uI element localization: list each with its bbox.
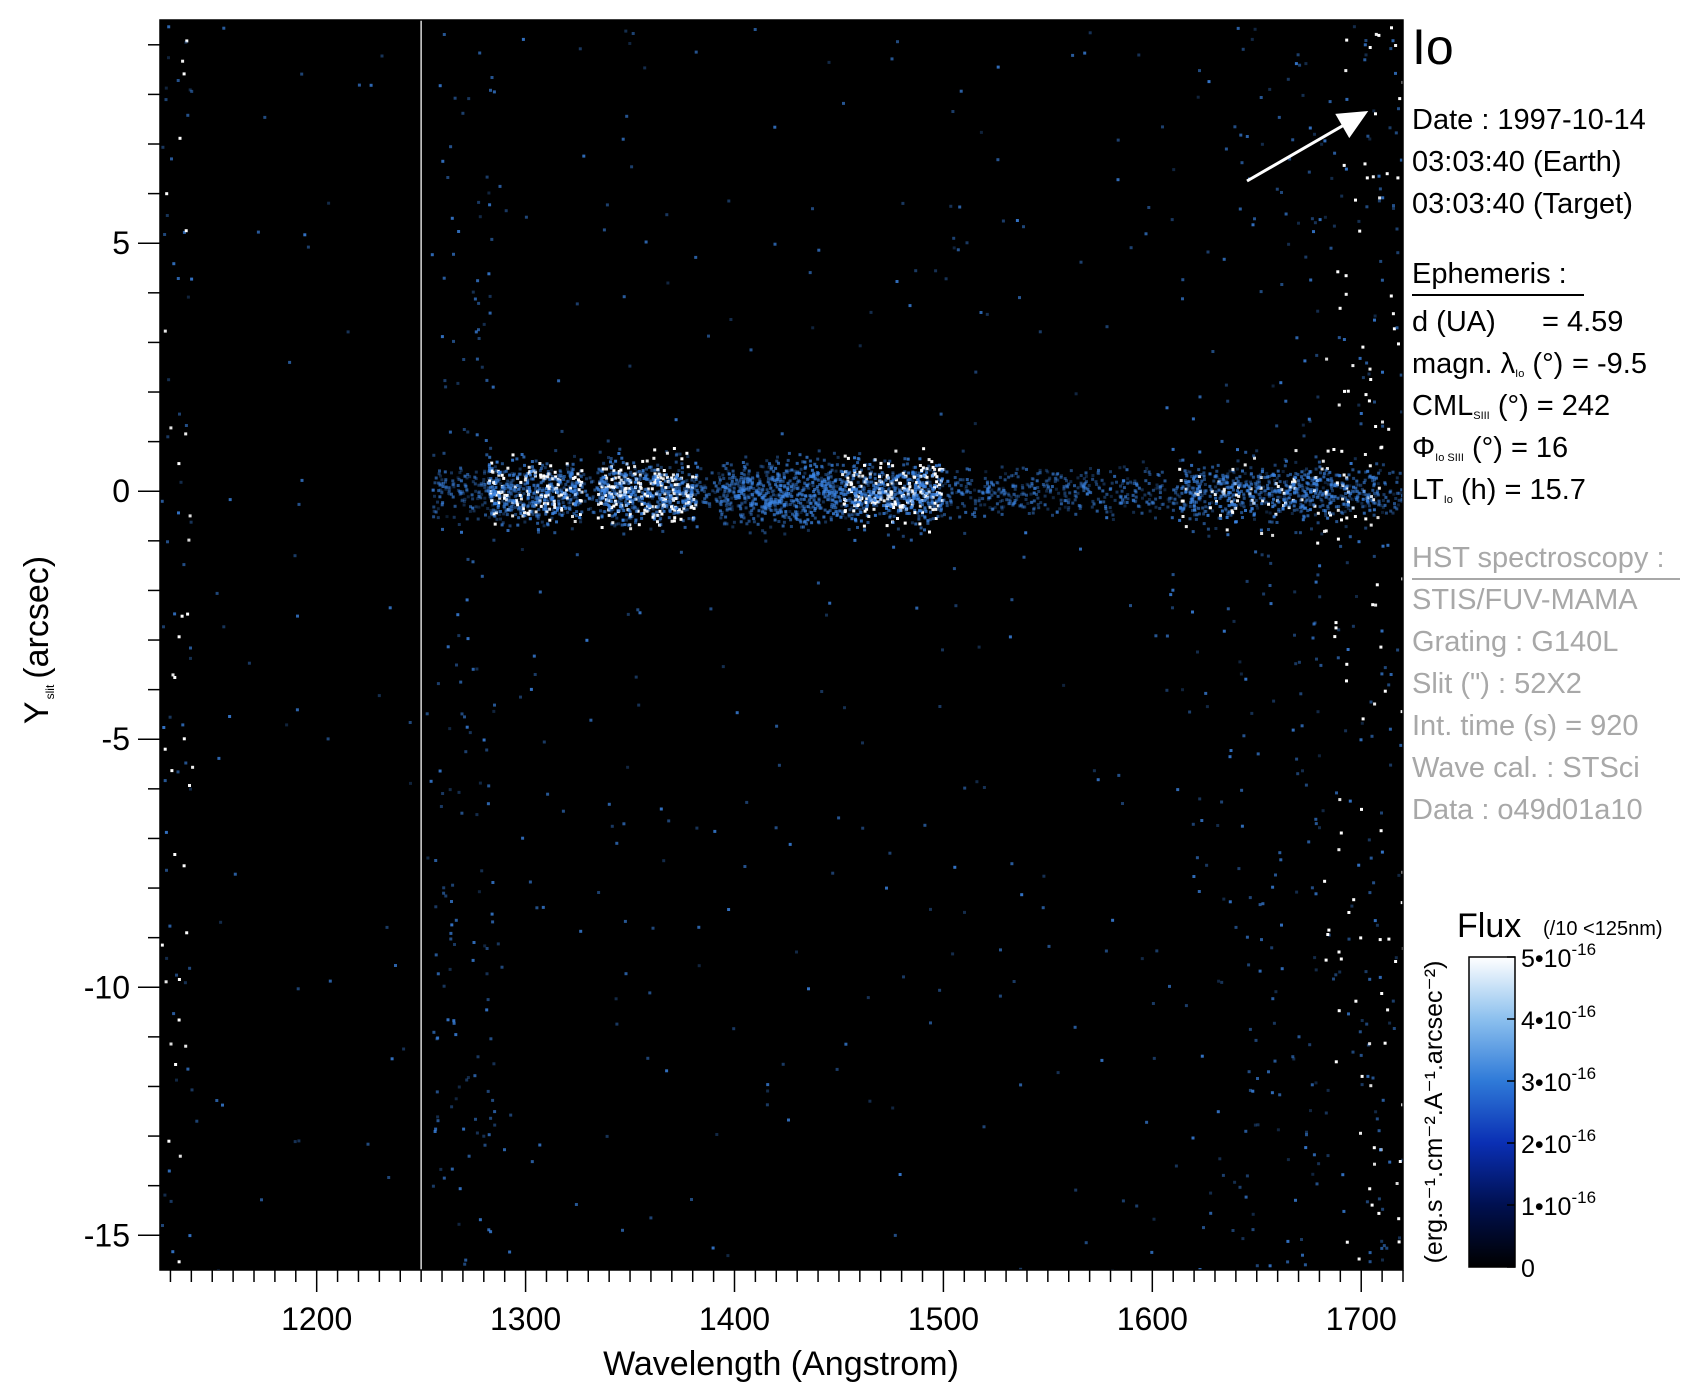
phi-label: Φ [1412,432,1436,464]
y-tick-label: -10 [84,969,130,1005]
y-axis-title-unit: (arcsec) [18,556,56,679]
magn-lat-value: = -9.5 [1572,348,1647,380]
hst-data-id: Data : o49d01a10 [1412,794,1643,826]
y-tick-label: -5 [102,721,130,757]
arrow-shaft [1246,119,1352,183]
y-axis-title-main: Y [18,701,56,724]
direction-arrow [1246,111,1369,183]
hst-slit: Slit (") : 52X2 [1412,668,1582,700]
lt-label: LT [1412,474,1444,506]
ephemeris-underline [1412,294,1584,296]
colorbar-unit-label: (erg.s⁻¹.cm⁻².A⁻¹.arcsec⁻²) [1420,961,1448,1264]
hst-heading: HST spectroscopy : [1412,542,1665,574]
plot-background [160,20,1403,1270]
phi-sub: Io SIII [1435,452,1464,464]
colorbar-tick-label: 2•10-16 [1521,1126,1596,1159]
x-axis: 1200 1300 1400 1500 1600 1700 [169,1270,1404,1337]
phi-value: = 16 [1510,432,1569,464]
arrow-head [1335,111,1369,139]
y-axis-title-sub: slit [43,684,57,699]
ephemeris-phi: ΦIo SIII (°) = 16 [1412,432,1568,465]
cml-unit: (°) [1497,390,1529,422]
x-axis-title: Wavelength (Angstrom) [603,1345,959,1383]
x-tick-label: 1700 [1326,1301,1397,1337]
x-tick-label: 1300 [490,1301,561,1337]
y-tick-label: -15 [84,1217,130,1253]
colorbar-tick-label: 5•10-16 [1521,940,1596,973]
y-tick-label: 5 [112,225,130,261]
x-tick-label: 1500 [908,1301,979,1337]
y-axis-title: Yslit (arcsec) [18,556,57,724]
lt-sub: Io [1443,494,1453,506]
distance-label: d (UA) [1412,306,1496,338]
emission-layer [160,25,1403,1270]
plot-frame [159,19,1404,1271]
target-name: Io [1412,19,1454,75]
cml-sub: SIII [1473,410,1490,422]
colorbar [1468,956,1516,1268]
date-line: Date : 1997-10-14 [1412,104,1646,136]
magn-lat-label: magn. λ [1412,348,1516,380]
cml-value: = 242 [1536,390,1611,422]
ephemeris-distance: d (UA) = 4.59 [1412,306,1623,339]
colorbar-tick-label: 0 [1521,1255,1535,1283]
lt-unit: (h) [1460,474,1497,506]
hst-underline [1412,578,1680,580]
colorbar-ticks: 5•10-16 4•10-16 3•10-16 2•10-16 1•10-16 0 [1507,940,1596,1283]
distance-value: = 4.59 [1542,306,1624,338]
ephemeris-cml: CMLSIII (°) = 242 [1412,390,1610,423]
hst-grating: Grating : G140L [1412,626,1619,658]
colorbar-title: Flux [1457,907,1521,945]
magn-lat-unit: (°) [1532,348,1564,380]
phi-unit: (°) [1471,432,1503,464]
hst-instrument: STIS/FUV-MAMA [1412,584,1638,616]
earth-time: 03:03:40 (Earth) [1412,146,1622,178]
ephemeris-lt: LTIo (h) = 15.7 [1412,474,1586,507]
colorbar-tick-label: 1•10-16 [1521,1188,1596,1221]
ephemeris-heading: Ephemeris : [1412,258,1567,290]
colorbar-tick-label: 3•10-16 [1521,1064,1596,1097]
target-time: 03:03:40 (Target) [1412,188,1633,220]
x-tick-label: 1400 [699,1301,770,1337]
hst-wave-cal: Wave cal. : STSci [1412,752,1640,784]
x-tick-label: 1600 [1117,1301,1188,1337]
y-tick-label: 0 [112,473,130,509]
colorbar-note: (/10 <125nm) [1543,918,1663,940]
cml-label: CML [1412,390,1474,422]
y-axis: 5 0 -5 -10 -15 [84,44,160,1253]
hst-int-time: Int. time (s) = 920 [1412,710,1639,742]
colorbar-tick-label: 4•10-16 [1521,1002,1596,1035]
x-tick-label: 1200 [281,1301,352,1337]
ephemeris-magn-lat: magn. λIo (°) = -9.5 [1412,348,1647,381]
lt-value: = 15.7 [1504,474,1586,506]
magn-lat-sub: Io [1515,368,1525,380]
